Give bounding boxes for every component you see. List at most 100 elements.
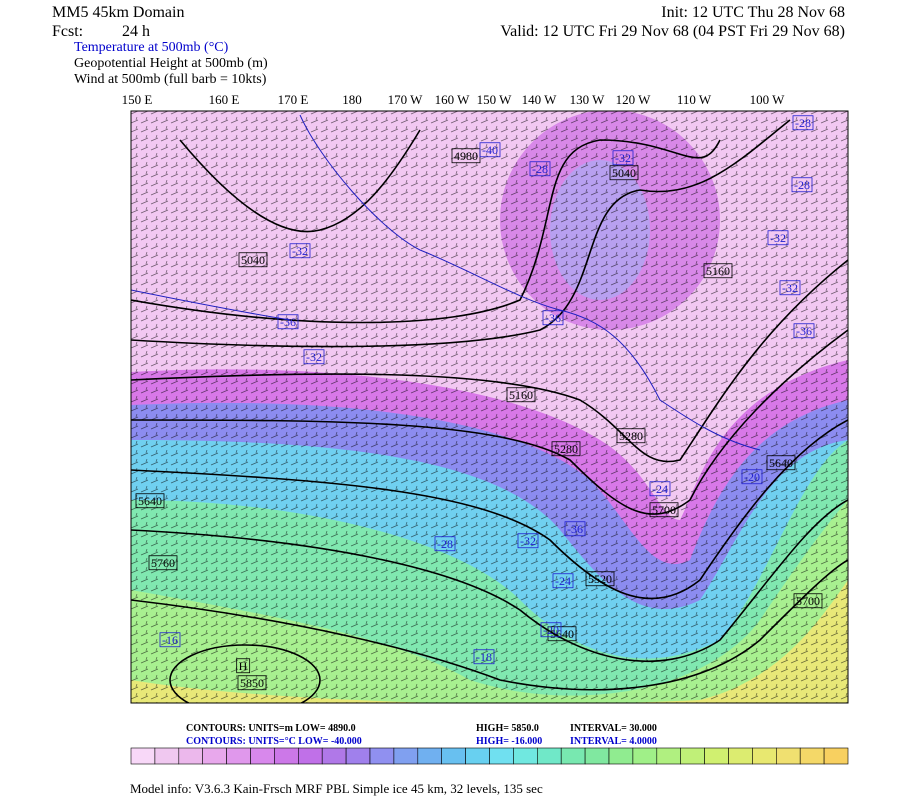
height-label-box [237, 675, 267, 691]
height-label: 5640 [138, 494, 162, 508]
color-bar-cell [560, 747, 586, 765]
temp-label-box [542, 310, 564, 326]
color-bar-cell [369, 747, 395, 765]
domain: MM5 45km Domain [52, 4, 184, 21]
temp-label-box [767, 230, 789, 246]
map [131, 111, 848, 703]
height-label: 5700 [796, 594, 820, 608]
temp-label-box [289, 243, 311, 259]
temp-label: -24 [555, 574, 571, 588]
temp-label-box [612, 150, 634, 166]
color-bar-cell [728, 747, 753, 765]
valid: Valid: 12 UTC Fri 29 Nov 68 (04 PST Fri … [500, 23, 845, 40]
temp-label-box [277, 314, 299, 330]
height-label: 4980 [454, 149, 478, 163]
height-label: 5160 [509, 388, 533, 402]
temp-label-box [741, 469, 763, 485]
color-bar [130, 747, 849, 765]
fcst-label: Fcst: [52, 23, 83, 40]
map-labels: 4980 5040 5040 5160 5160 5280 5280 5640 5700 5640… [135, 115, 823, 691]
longitude-label: 150 E [122, 92, 153, 107]
contour-height-interval: INTERVAL= 30.000 [570, 723, 657, 734]
height-label-box [547, 626, 577, 642]
temp-label: -20 [744, 470, 760, 484]
temp-label: -32 [782, 281, 798, 295]
temp-label-box [434, 536, 456, 552]
temp-label: -24 [652, 482, 668, 496]
color-bar-cell [536, 747, 562, 765]
height-label: 5640 [550, 627, 574, 641]
temp-label: -32 [615, 151, 631, 165]
init: Init: 12 UTC Thu 28 Nov 68 [661, 4, 845, 21]
height-label-box [585, 571, 615, 587]
color-bar-cell [441, 747, 466, 765]
height-label-box [148, 555, 178, 571]
longitude-labels: 150 E 160 E 170 E 180 170 W 160 W 150 W 140 W 13… [122, 92, 785, 107]
temp-label: -28 [795, 116, 811, 130]
color-bar-cell [489, 747, 514, 765]
height-label-box [236, 658, 251, 674]
temp-label-box [552, 573, 574, 589]
temp-label: -18 [476, 650, 492, 664]
longitude-label: 170 W [388, 92, 424, 107]
height-label: 5160 [706, 264, 730, 278]
height-label: 5760 [151, 556, 175, 570]
color-bar-cell [823, 747, 849, 765]
height-label-box [703, 263, 733, 279]
color-bar-cell [297, 747, 323, 765]
temp-label-box [793, 323, 815, 339]
color-bar-cell [608, 747, 634, 765]
map-frame [130, 110, 849, 704]
temp-label-box [159, 632, 181, 648]
color-bar-cell [632, 747, 658, 765]
height-label-box [766, 455, 796, 471]
temp-label: -32 [292, 244, 308, 258]
longitude-label: 170 E [278, 92, 309, 107]
color-bar-cell [274, 747, 299, 765]
color-bar-cell [799, 747, 825, 765]
height-label-box [506, 387, 536, 403]
temp-label: -16 [162, 633, 178, 647]
longitude-label: 180 [342, 92, 362, 107]
contour-temp: CONTOURS: UNITS=°C LOW= -40.000 [186, 736, 362, 747]
color-bar-cell [178, 747, 204, 765]
height-label-box [551, 441, 581, 457]
field-temperature: Temperature at 500mb (°C) [74, 40, 229, 55]
longitude-label: 100 W [750, 92, 786, 107]
contour-height: CONTOURS: UNITS=m LOW= 4890.0 [186, 723, 356, 734]
color-bar-cell [775, 747, 801, 765]
height-label: H [239, 659, 248, 673]
temp-label-box [529, 161, 551, 177]
height-label-box [649, 502, 679, 518]
color-bar-cell [465, 747, 490, 765]
temp-label: -36 [567, 522, 583, 536]
temp-label: -36 [796, 324, 812, 338]
contour-temp-high: HIGH= -16.000 [476, 736, 542, 747]
temp-label-box [791, 177, 813, 193]
color-bar-cell [752, 747, 777, 765]
longitude-label: 110 W [677, 92, 712, 107]
height-label: 5700 [652, 503, 676, 517]
temp-label: -28 [532, 162, 548, 176]
color-bar-cell [680, 747, 705, 765]
height-label-box [793, 593, 823, 609]
height-label: 5040 [612, 166, 636, 180]
height-label: 5280 [619, 429, 643, 443]
temp-label: -32 [770, 231, 786, 245]
temp-label-box [303, 349, 325, 365]
temp-label: -36 [545, 311, 561, 325]
longitude-label: 140 W [522, 92, 558, 107]
longitude-label: 120 W [616, 92, 652, 107]
temp-label-box [792, 115, 814, 131]
color-bar-cell [345, 747, 371, 765]
height-label: 5040 [241, 253, 265, 267]
temp-label: -28 [437, 537, 453, 551]
color-bar-cell [417, 747, 442, 765]
longitude-label: 130 W [570, 92, 606, 107]
color-bar-cell [130, 747, 156, 765]
color-bar-cell [393, 747, 419, 765]
temp-label: -28 [794, 178, 810, 192]
color-bar-cell [321, 747, 347, 765]
contour-temp-interval: INTERVAL= 4.0000 [570, 736, 657, 747]
